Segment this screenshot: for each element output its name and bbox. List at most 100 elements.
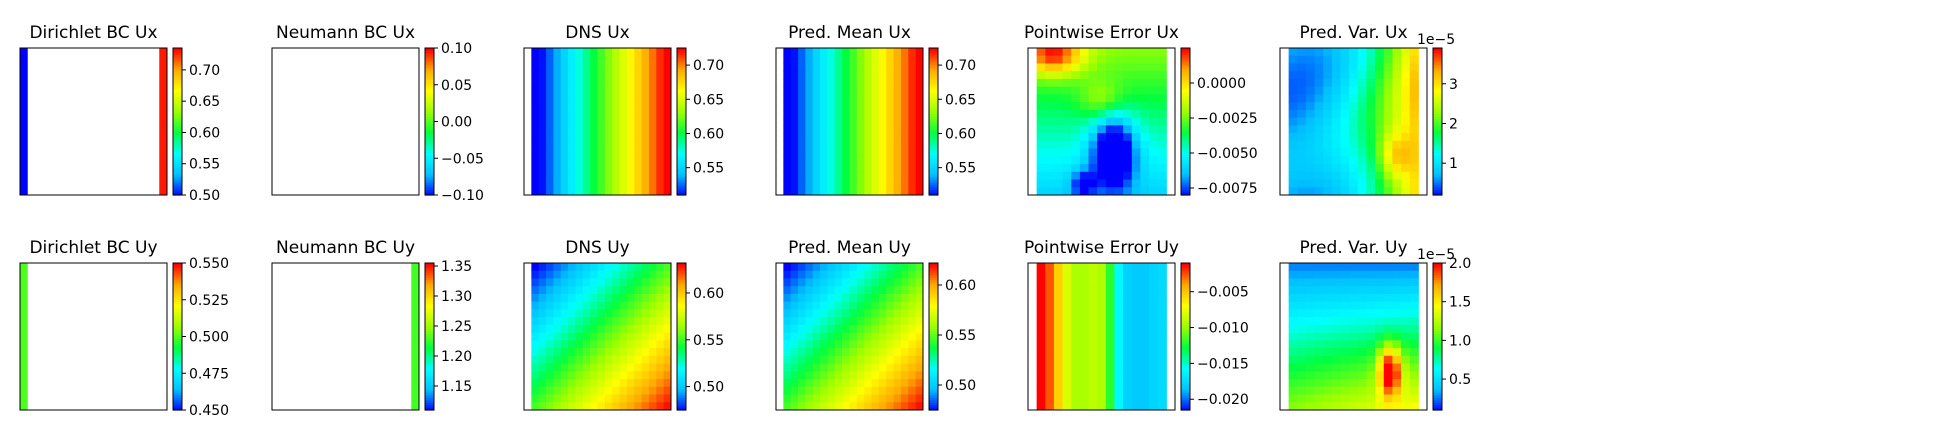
colorbar-segment [1181,119,1190,123]
heatmap-cell [900,187,909,196]
heatmap-cell [1062,156,1072,165]
heatmap-cell [604,125,613,134]
heatmap-cell [626,317,635,326]
heatmap-cell [1357,340,1367,349]
heatmap-cell [1140,63,1150,72]
heatmap-cell [856,270,865,279]
heatmap-cell [634,133,643,142]
heatmap-cell [783,309,792,318]
colorbar-segment [1433,265,1442,269]
heatmap-cell [856,402,865,411]
heatmap-cell [871,94,880,103]
heatmap-cell [834,317,843,326]
colorbar-segment [173,141,182,145]
heatmap-cell [812,348,821,357]
heatmap-cell [626,278,635,287]
colorbar-segment [173,177,182,181]
heatmap-cell [878,270,887,279]
colorbar-segment [677,378,686,382]
heatmap-cell [849,394,858,403]
colorbar-segment [677,321,686,325]
colorbar-segment [425,351,434,355]
heatmap-cell [827,309,836,318]
heatmap-cell [915,332,924,341]
heatmap-cell [915,309,924,318]
heatmap-cell [1340,394,1350,403]
heatmap-cell [790,63,799,72]
colorbar-segment [677,158,686,162]
heatmap-cell [1323,48,1333,57]
heatmap-cell [790,293,799,303]
heatmap-cell [1088,156,1098,165]
colorbar-segment [1181,79,1190,83]
heatmap-cell [864,48,873,57]
heatmap-cell [1331,263,1342,272]
heatmap-cell [546,379,554,388]
heatmap-cell [1331,355,1342,365]
heatmap-cell [790,179,799,188]
heatmap-cell [812,71,821,80]
heatmap-cell [663,133,672,142]
heatmap-cell [915,187,924,196]
heatmap-cell [900,286,909,295]
colorbar-segment [1433,319,1442,323]
heatmap-cell [1114,301,1124,310]
heatmap-cell [560,402,569,411]
heatmap-cell [538,179,547,188]
heatmap-cell [612,187,621,196]
heatmap-cell [908,148,917,157]
heatmap-cell [1297,270,1307,279]
colorbar-segment [929,141,938,145]
colorbar-segment [1181,395,1190,399]
heatmap-cell [531,78,540,88]
colorbar-segment [677,141,686,145]
heatmap-cell [812,363,821,372]
colorbar-segment [677,60,686,64]
heatmap-cell [604,340,613,349]
colorbar-segment [1181,109,1190,113]
colorbar-segment [173,353,182,357]
colorbar-segment [929,87,938,91]
heatmap-cell [560,332,569,341]
colorbar-tick-label: 1.0 [1449,333,1471,349]
heatmap-cell [1409,340,1419,349]
colorbar-segment [1433,126,1442,130]
heatmap-cell [900,63,909,72]
colorbar-segment [425,72,434,76]
heatmap-cell [878,71,887,80]
colorbar-segment [425,307,434,311]
heatmap-cell [582,317,591,326]
heatmap-cell [1140,386,1150,396]
heatmap-cell [820,48,828,57]
heatmap-cell [1297,148,1307,157]
heatmap-cell [568,117,576,126]
heatmap-cell [805,171,814,181]
heatmap-cell [783,94,792,103]
heatmap-cell [908,94,917,103]
heatmap-cell [864,332,873,341]
heatmap-cell [575,78,584,88]
heatmap-cell [1036,179,1046,188]
heatmap-cell [1288,340,1298,349]
heatmap-cell [656,286,665,295]
colorbar-segment [1433,65,1442,69]
colorbar-frame [1180,262,1191,411]
heatmap-cell [634,309,643,318]
heatmap-cell [812,164,821,173]
heatmap-cell [1305,164,1316,173]
heatmap-cell [805,317,814,326]
heatmap-cell [641,278,650,287]
colorbar-segment [173,326,182,330]
colorbar-segment [425,334,434,338]
heatmap-cell [886,148,895,157]
heatmap-cell [582,171,591,181]
heatmap-cell [619,371,628,380]
heatmap-cell [1297,156,1307,165]
heatmap-cell [1323,171,1333,181]
heatmap-cell [1036,286,1046,295]
heatmap-cell [1357,148,1367,157]
heatmap-cell [1062,117,1072,126]
heatmap-cell [1053,156,1064,165]
heatmap-cell [626,187,635,196]
